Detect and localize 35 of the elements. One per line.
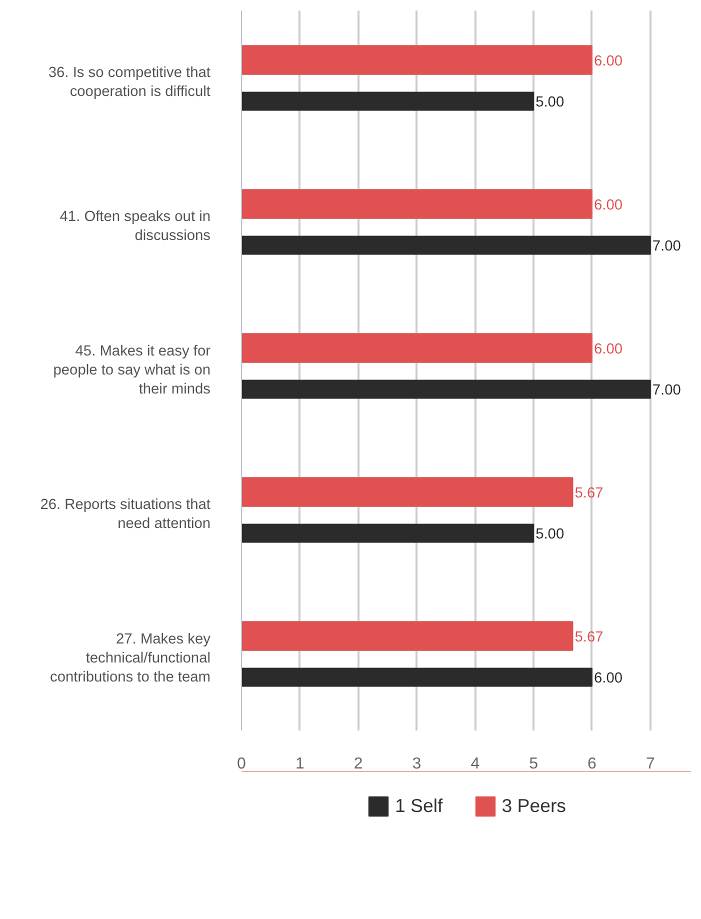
x-tick-label: 2 xyxy=(354,756,363,772)
bar xyxy=(242,45,592,75)
x-tick-label: 6 xyxy=(588,756,597,772)
x-tick-label: 1 xyxy=(295,756,304,772)
bar xyxy=(242,380,651,399)
bar xyxy=(242,236,651,255)
y-tick-label: 45. Makes it easy for people to say what is on their minds xyxy=(53,343,211,398)
legend-label: 1 Self xyxy=(394,795,443,817)
data-label: 5.00 xyxy=(536,526,564,543)
x-tick-label: 4 xyxy=(470,756,480,772)
data-label: 6.00 xyxy=(594,342,623,358)
data-label: 5.67 xyxy=(574,630,604,646)
x-tick-label: 3 xyxy=(412,756,422,772)
data-label: 7.00 xyxy=(652,238,681,255)
data-label: 5.67 xyxy=(574,486,604,502)
bar xyxy=(242,621,574,651)
bar xyxy=(242,668,592,687)
bar xyxy=(242,92,534,111)
y-tick-label: 41. Often speaks out in discussions xyxy=(60,208,211,244)
bar xyxy=(242,477,574,507)
data-label: 6.00 xyxy=(594,198,623,214)
data-label: 6.00 xyxy=(594,670,623,687)
data-label: 5.00 xyxy=(536,94,564,111)
legend-label: 3 Peers xyxy=(502,795,566,817)
data-label: 7.00 xyxy=(652,382,681,399)
y-tick-label: 26. Reports situations that need attention xyxy=(40,496,211,532)
data-label: 6.00 xyxy=(594,54,623,70)
bar xyxy=(242,524,534,543)
y-tick-label: 27. Makes key technical/functional contributions to the team xyxy=(50,631,212,686)
bar xyxy=(242,189,592,219)
x-tick-label: 7 xyxy=(646,756,655,772)
x-tick-label: 0 xyxy=(237,756,246,772)
bar xyxy=(242,333,592,363)
x-tick-label: 5 xyxy=(529,756,538,772)
y-tick-label: 36. Is so competitive that cooperation is difficult xyxy=(48,64,211,100)
